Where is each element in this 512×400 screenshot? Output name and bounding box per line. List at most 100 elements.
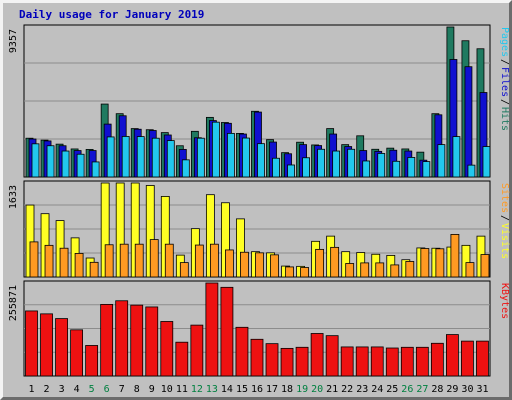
bottom-bar-kbytes-day-2 bbox=[40, 313, 53, 377]
top-bar-pages-day-5 bbox=[91, 161, 100, 178]
bottom-bar-kbytes-day-27 bbox=[415, 346, 429, 377]
x-tick-label-22: 22 bbox=[341, 384, 353, 395]
middle-bar-sites-day-26 bbox=[405, 261, 415, 278]
top-bar-pages-day-17 bbox=[272, 157, 280, 178]
x-tick-label-6: 6 bbox=[104, 384, 110, 395]
middle-bar-sites-day-18 bbox=[285, 266, 294, 278]
middle-bar-sites-day-5 bbox=[89, 261, 99, 278]
middle-bar-sites-day-27 bbox=[420, 248, 430, 278]
top-bar-pages-day-15 bbox=[242, 137, 250, 178]
middle-legend-separator: / bbox=[499, 215, 510, 221]
middle-bar-sites-day-10 bbox=[164, 243, 174, 278]
bottom-bar-kbytes-day-6 bbox=[100, 303, 114, 377]
middle-bar-sites-day-7 bbox=[119, 243, 129, 278]
x-tick-label-21: 21 bbox=[326, 384, 338, 395]
bottom-bar-kbytes-day-12 bbox=[190, 324, 204, 377]
x-tick-label-29: 29 bbox=[446, 384, 458, 395]
bottom-bar-kbytes-day-25 bbox=[385, 347, 399, 377]
top-bar-pages-day-25 bbox=[392, 160, 401, 178]
top-bar-pages-day-6 bbox=[106, 136, 115, 178]
x-tick-label-13: 13 bbox=[206, 384, 218, 395]
bottom-bar-kbytes-day-28 bbox=[430, 342, 444, 377]
x-tick-label-7: 7 bbox=[119, 384, 125, 395]
middle-bar-sites-day-30 bbox=[465, 262, 475, 278]
x-tick-label-15: 15 bbox=[236, 384, 248, 395]
middle-bar-sites-day-16 bbox=[255, 252, 264, 278]
x-tick-label-3: 3 bbox=[59, 384, 65, 395]
x-tick-label-26: 26 bbox=[401, 384, 413, 395]
x-tick-label-30: 30 bbox=[461, 384, 473, 395]
middle-bar-sites-day-17 bbox=[270, 254, 279, 278]
x-tick-label-20: 20 bbox=[311, 384, 323, 395]
top-bar-pages-day-14 bbox=[227, 132, 235, 178]
top-bar-pages-day-7 bbox=[121, 136, 130, 178]
middle-bar-sites-day-4 bbox=[74, 252, 84, 278]
bottom-bar-kbytes-day-17 bbox=[265, 343, 279, 377]
middle-bar-sites-day-11 bbox=[179, 262, 189, 278]
bottom-bar-kbytes-day-26 bbox=[400, 346, 414, 377]
x-tick-label-25: 25 bbox=[386, 384, 398, 395]
bottom-bar-kbytes-day-20 bbox=[310, 333, 324, 377]
x-tick-label-2: 2 bbox=[44, 384, 50, 395]
middle-bar-sites-day-21 bbox=[330, 246, 340, 278]
x-tick-label-5: 5 bbox=[89, 384, 95, 395]
x-tick-label-8: 8 bbox=[134, 384, 140, 395]
top-bar-pages-day-22 bbox=[347, 148, 356, 178]
middle-bar-sites-day-31 bbox=[480, 254, 490, 278]
bottom-bar-kbytes-day-24 bbox=[370, 346, 384, 377]
x-tick-label-23: 23 bbox=[356, 384, 368, 395]
top-bar-pages-day-3 bbox=[61, 150, 70, 178]
top-bar-pages-day-21 bbox=[332, 150, 341, 178]
middle-bar-sites-day-15 bbox=[240, 251, 249, 278]
bottom-bar-kbytes-day-22 bbox=[340, 346, 354, 377]
top-bar-pages-day-13 bbox=[211, 121, 220, 178]
bottom-bar-kbytes-day-30 bbox=[461, 340, 474, 377]
bottom-bar-kbytes-day-9 bbox=[145, 306, 159, 377]
middle-bar-sites-day-20 bbox=[315, 248, 325, 278]
top-legend-separator: / bbox=[499, 99, 510, 105]
middle-bar-sites-day-22 bbox=[345, 263, 355, 278]
middle-bar-sites-day-25 bbox=[390, 264, 400, 278]
middle-bar-sites-day-2 bbox=[44, 244, 54, 278]
bottom-bar-kbytes-day-31 bbox=[476, 340, 489, 377]
bottom-bar-kbytes-day-16 bbox=[250, 338, 264, 377]
top-bar-pages-day-9 bbox=[151, 137, 160, 178]
bottom-bar-kbytes-day-14 bbox=[220, 286, 234, 377]
x-tick-label-4: 4 bbox=[74, 384, 80, 395]
bottom-bar-kbytes-day-23 bbox=[355, 346, 369, 377]
x-tick-label-12: 12 bbox=[191, 384, 203, 395]
top-bar-files-day-30 bbox=[464, 66, 473, 178]
top-bar-pages-day-31 bbox=[482, 146, 491, 178]
bottom-bar-kbytes-day-3 bbox=[55, 318, 68, 377]
x-tick-label-14: 14 bbox=[221, 384, 233, 395]
x-tick-label-24: 24 bbox=[371, 384, 383, 395]
middle-bar-sites-day-28 bbox=[435, 248, 445, 278]
bottom-bar-kbytes-day-5 bbox=[85, 345, 99, 377]
x-tick-label-18: 18 bbox=[281, 384, 293, 395]
top-bar-pages-day-20 bbox=[317, 148, 326, 178]
bottom-bar-kbytes-day-10 bbox=[160, 321, 174, 377]
bottom-bar-kbytes-day-18 bbox=[280, 347, 294, 377]
top-bar-pages-day-11 bbox=[181, 159, 190, 178]
top-bar-pages-day-26 bbox=[407, 157, 416, 178]
x-tick-label-17: 17 bbox=[266, 384, 278, 395]
x-tick-label-16: 16 bbox=[251, 384, 263, 395]
x-tick-label-28: 28 bbox=[431, 384, 443, 395]
top-legend-hits: Hits bbox=[499, 107, 510, 131]
middle-bar-sites-day-23 bbox=[360, 262, 370, 278]
top-bar-pages-day-4 bbox=[76, 153, 85, 178]
top-bar-pages-day-8 bbox=[136, 136, 145, 178]
top-bar-pages-day-18 bbox=[287, 164, 295, 178]
top-legend-files: Files bbox=[499, 67, 510, 97]
middle-bar-sites-day-1 bbox=[29, 241, 39, 278]
bottom-bar-kbytes-day-4 bbox=[70, 329, 83, 377]
bottom-bar-kbytes-day-7 bbox=[115, 300, 129, 377]
bottom-bar-kbytes-day-8 bbox=[130, 304, 144, 377]
x-tick-label-19: 19 bbox=[296, 384, 308, 395]
top-ymax-label: 9357 bbox=[8, 29, 19, 53]
top-bar-pages-day-29 bbox=[452, 136, 461, 178]
x-tick-label-1: 1 bbox=[29, 384, 35, 395]
middle-ymax-label: 1633 bbox=[8, 185, 19, 209]
middle-bar-sites-day-3 bbox=[59, 247, 69, 278]
